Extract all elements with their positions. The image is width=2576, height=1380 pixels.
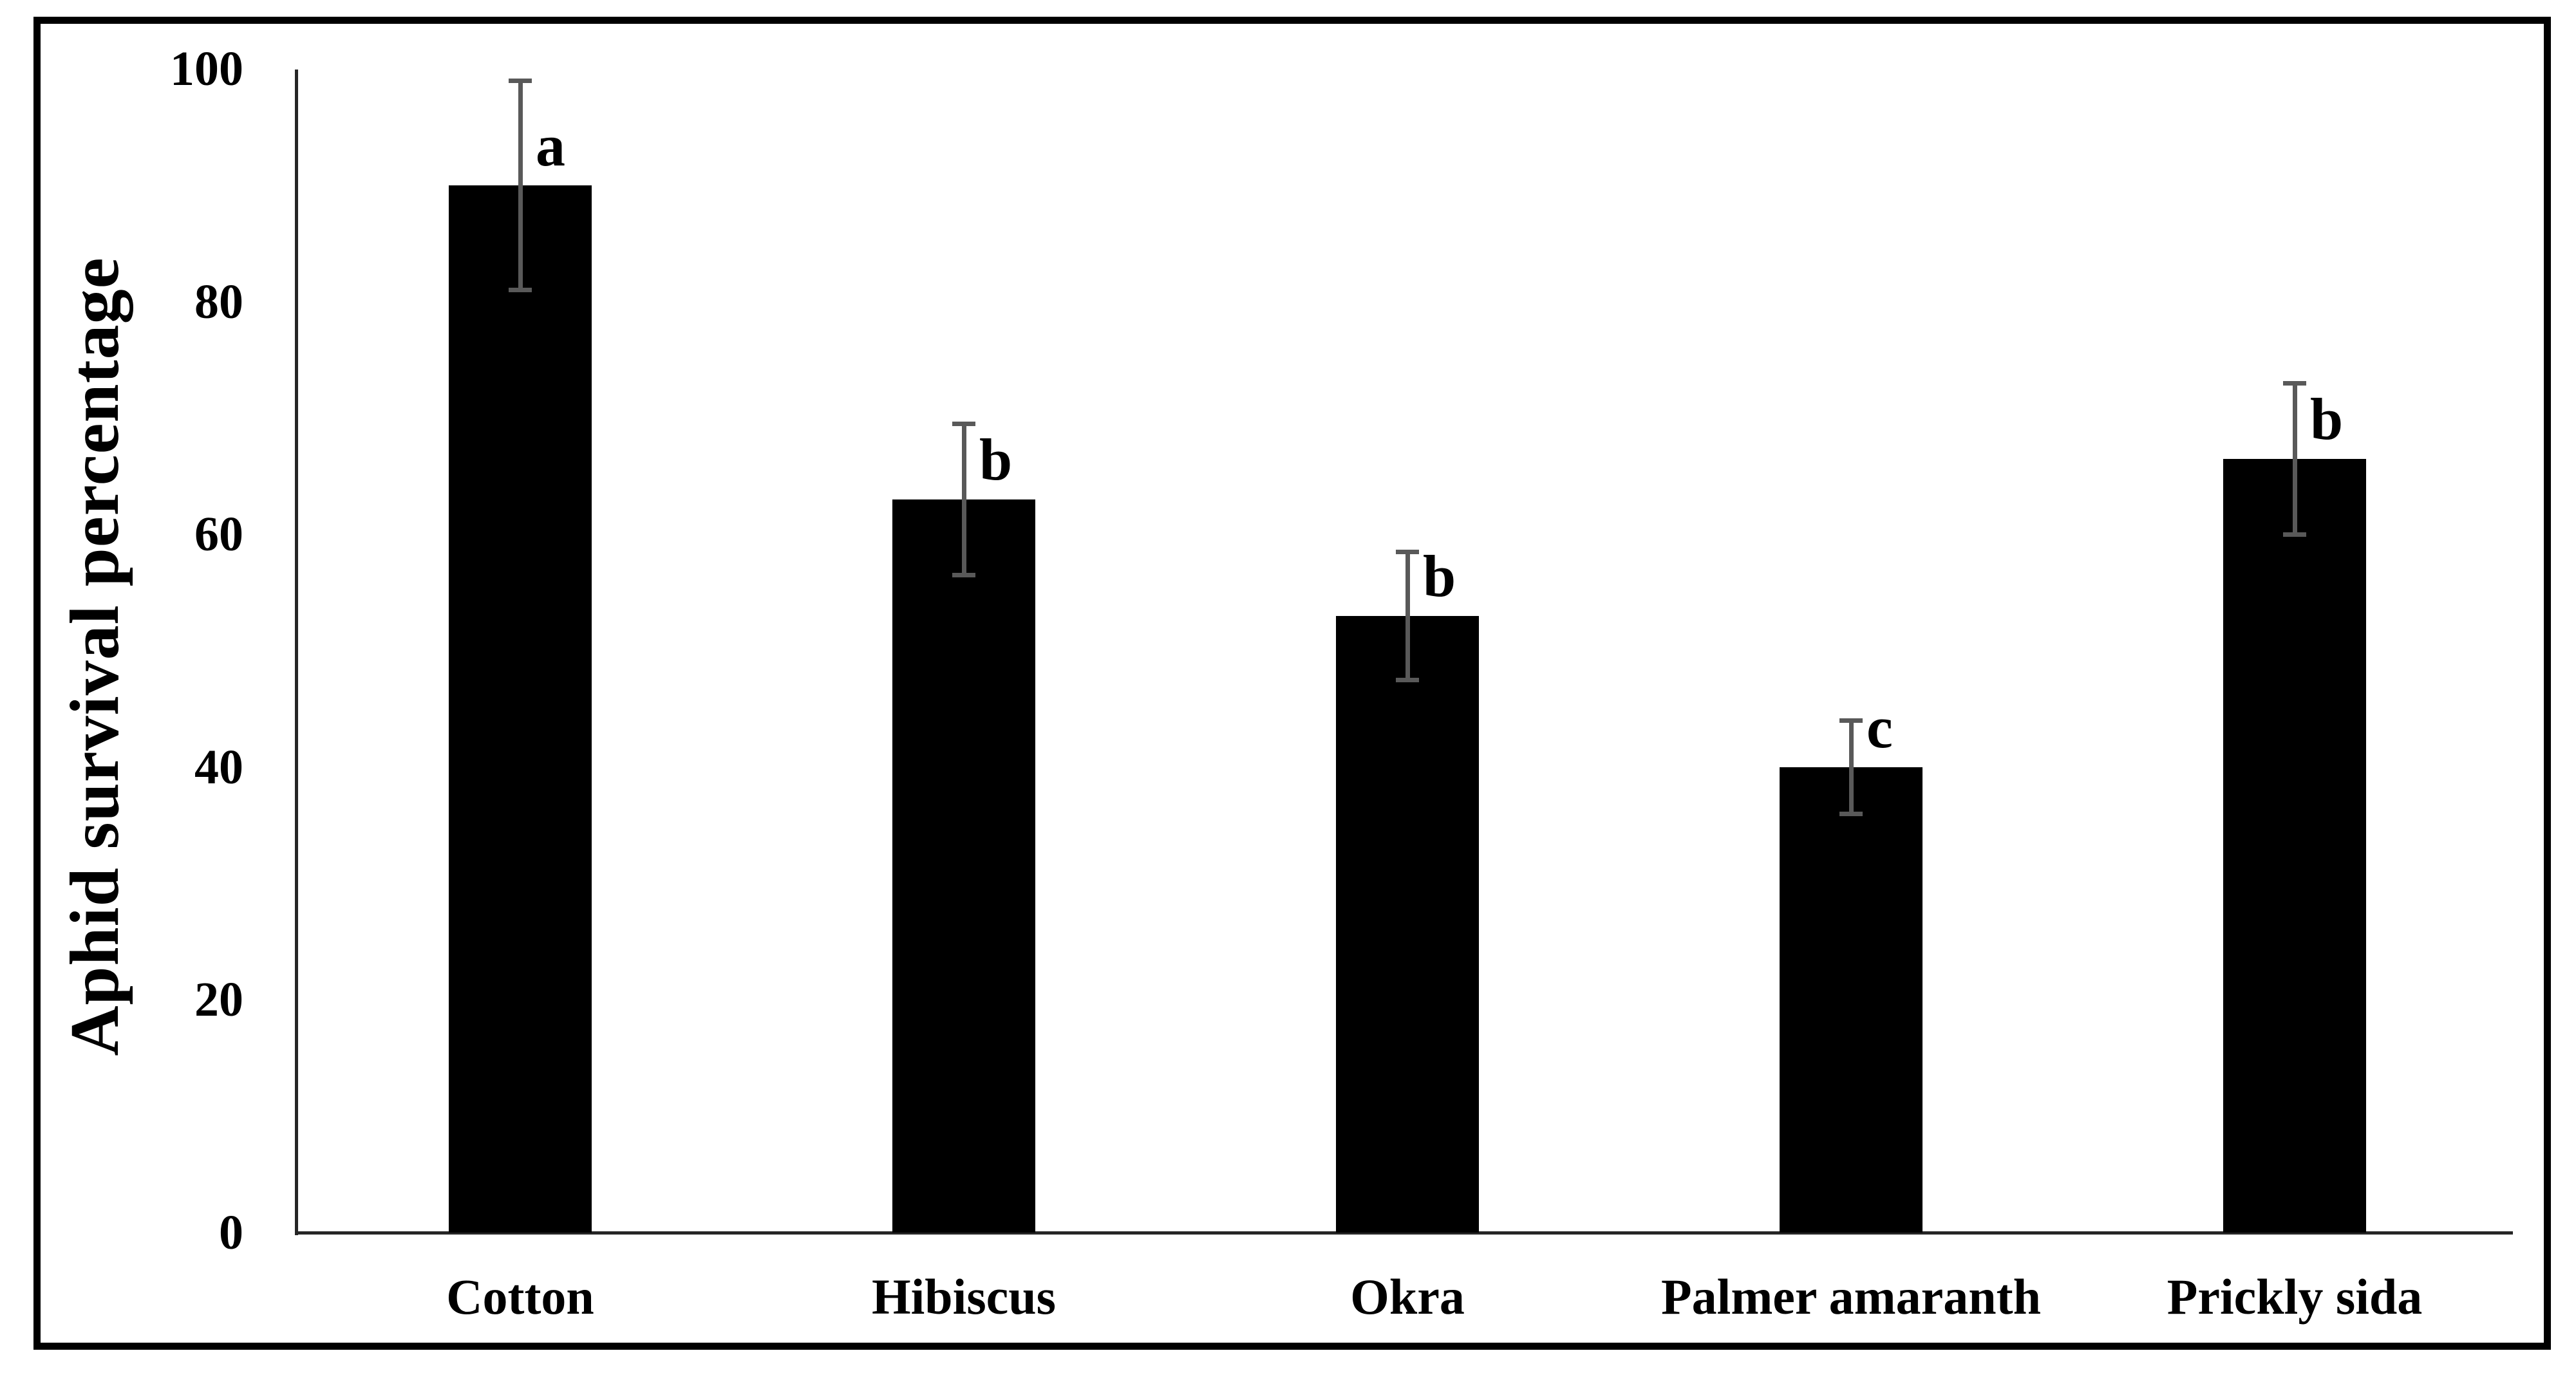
- figure-border-frame: [33, 17, 2551, 1350]
- y-axis-line: [295, 70, 298, 1235]
- significance-letter-okra: b: [1423, 543, 1456, 609]
- y-tick-label-0: 0: [219, 1206, 243, 1260]
- error-bar-cap-top-hibiscus: [952, 421, 975, 426]
- error-bar-cap-top-cotton: [509, 78, 532, 83]
- bar-hibiscus: [892, 499, 1035, 1233]
- x-label-hibiscus: Hibiscus: [871, 1269, 1057, 1325]
- x-label-cotton: Cotton: [446, 1269, 594, 1325]
- bar-palmer-amaranth: [1780, 767, 1923, 1233]
- error-bar-line-prickly-sida: [2292, 383, 2297, 535]
- bar-prickly-sida: [2223, 458, 2366, 1233]
- error-bar-cap-bottom-okra: [1396, 677, 1419, 682]
- error-bar-line-okra: [1405, 552, 1410, 680]
- error-bar-cap-top-palmer-amaranth: [1839, 718, 1863, 723]
- error-bar-line-cotton: [518, 80, 523, 290]
- y-axis-title: Aphid survival percentage: [57, 257, 133, 1056]
- x-label-prickly-sida: Prickly sida: [2167, 1269, 2423, 1325]
- y-tick-label-40: 40: [194, 740, 243, 794]
- error-bar-cap-top-prickly-sida: [2283, 380, 2306, 386]
- error-bar-line-hibiscus: [961, 424, 966, 575]
- significance-letter-cotton: a: [536, 112, 565, 178]
- x-label-okra: Okra: [1350, 1269, 1465, 1325]
- x-label-palmer-amaranth: Palmer amaranth: [1661, 1269, 2041, 1325]
- error-bar-cap-top-okra: [1396, 549, 1419, 554]
- y-tick-label-80: 80: [194, 274, 243, 329]
- bar-okra: [1336, 615, 1479, 1233]
- significance-letter-prickly-sida: b: [2310, 386, 2344, 452]
- bar-cotton: [449, 185, 592, 1233]
- error-bar-cap-bottom-palmer-amaranth: [1839, 811, 1863, 816]
- error-bar-cap-bottom-cotton: [509, 288, 532, 293]
- significance-letter-palmer-amaranth: c: [1866, 694, 1893, 760]
- y-tick-label-100: 100: [170, 42, 243, 96]
- x-axis-line: [295, 1231, 2513, 1235]
- significance-letter-hibiscus: b: [979, 426, 1013, 492]
- y-tick-label-60: 60: [194, 507, 243, 562]
- y-tick-label-20: 20: [194, 973, 243, 1027]
- error-bar-cap-bottom-prickly-sida: [2283, 532, 2306, 537]
- error-bar-cap-bottom-hibiscus: [952, 572, 975, 577]
- error-bar-line-palmer-amaranth: [1848, 720, 1854, 814]
